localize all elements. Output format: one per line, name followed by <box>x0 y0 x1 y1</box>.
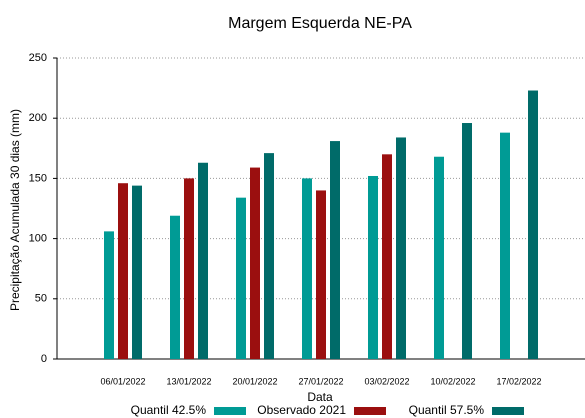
bar <box>184 178 194 359</box>
y-tick-label: 100 <box>29 233 47 245</box>
y-axis-label: Precipitação Acumulada 30 dias (mm) <box>8 109 22 311</box>
bar <box>528 90 538 360</box>
bar <box>434 156 444 359</box>
y-tick-label: 150 <box>29 172 47 184</box>
legend-label: Quantil 57.5% <box>409 403 485 417</box>
y-tick-label: 250 <box>29 52 47 64</box>
bar <box>104 231 114 359</box>
legend-swatch <box>214 407 246 415</box>
bar <box>170 215 180 359</box>
x-tick-label: 03/02/2022 <box>364 376 409 386</box>
bar <box>118 183 128 359</box>
bar <box>302 178 312 359</box>
bar <box>316 190 326 359</box>
bar <box>330 141 340 359</box>
x-tick-label: 17/02/2022 <box>496 376 541 386</box>
bar <box>236 197 246 359</box>
y-tick-label: 50 <box>35 293 47 305</box>
bar <box>500 132 510 359</box>
legend-swatch <box>492 407 524 415</box>
bar <box>264 153 274 359</box>
bar <box>250 167 260 359</box>
bar <box>198 162 208 359</box>
bar <box>462 123 472 360</box>
bar <box>382 154 392 359</box>
legend-label: Quantil 42.5% <box>131 403 207 417</box>
x-tick-label: 10/02/2022 <box>430 376 475 386</box>
legend-label: Observado 2021 <box>257 403 346 417</box>
x-tick-label: 20/01/2022 <box>232 376 277 386</box>
legend-swatch <box>354 407 386 415</box>
x-tick-label: 06/01/2022 <box>100 376 145 386</box>
bar <box>396 137 406 359</box>
y-tick-label: 0 <box>41 353 47 365</box>
bar <box>132 185 142 359</box>
x-axis-label: Data <box>307 390 333 404</box>
y-tick-label: 200 <box>29 112 47 124</box>
bar <box>368 175 378 359</box>
x-tick-label: 27/01/2022 <box>298 376 343 386</box>
chart-title: Margem Esquerda NE-PA <box>228 15 412 32</box>
x-tick-label: 13/01/2022 <box>166 376 211 386</box>
